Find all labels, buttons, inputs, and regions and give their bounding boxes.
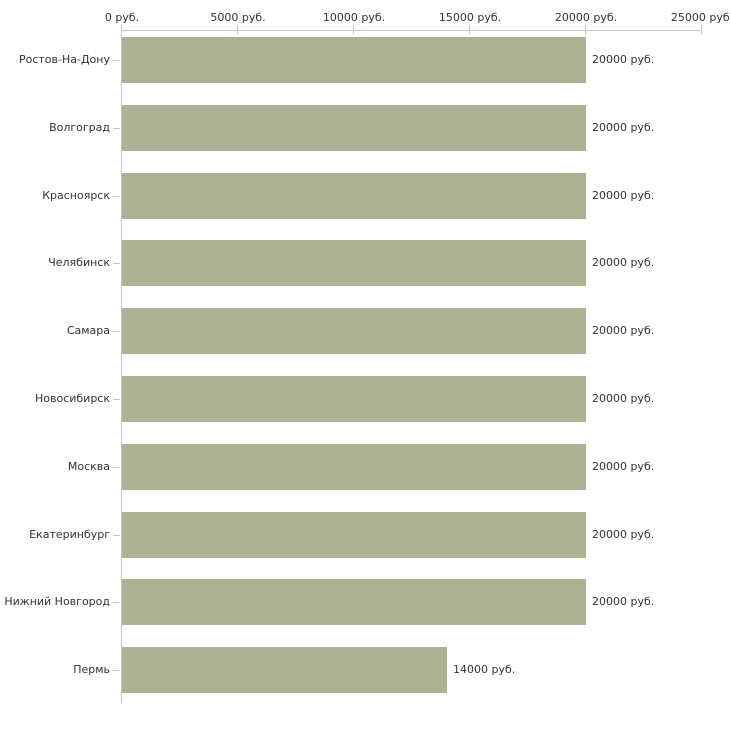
- bar-value-label: 14000 руб.: [453, 663, 516, 677]
- y-axis-label: Челябинск: [48, 256, 110, 270]
- bar-value-label: 20000 руб.: [592, 53, 655, 66]
- bar-value-label: 20000 руб.: [592, 595, 655, 609]
- bar-value-label: 20000 руб.: [592, 459, 655, 473]
- x-tick-label: 5000 руб.: [210, 11, 266, 24]
- bar: [122, 240, 586, 286]
- bar: [122, 579, 586, 625]
- bar: [122, 647, 447, 693]
- y-axis-label: Пермь: [73, 663, 110, 677]
- bar: [122, 512, 586, 558]
- y-tick-mark: [113, 399, 120, 400]
- x-tick-label: 10000 руб.: [322, 11, 386, 24]
- y-tick-mark: [113, 128, 120, 129]
- x-tick-label: 20000 руб.: [554, 11, 618, 24]
- x-tick-mark: [237, 25, 238, 34]
- y-axis-label: Москва: [67, 459, 110, 473]
- bar-value-label: 20000 руб.: [592, 392, 655, 405]
- bar: [122, 376, 586, 422]
- x-tick-label: 25000 руб.: [670, 11, 730, 24]
- y-tick-mark: [113, 60, 120, 61]
- y-tick-mark: [113, 670, 120, 671]
- x-tick-label: 15000 руб.: [438, 11, 502, 24]
- bar-value-label: 20000 руб.: [592, 120, 655, 134]
- x-tick-mark: [469, 25, 470, 34]
- y-axis-label: Самара: [66, 324, 110, 338]
- y-axis-label: Красноярск: [42, 188, 110, 202]
- x-tick-label: 0 руб.: [104, 11, 140, 24]
- bar: [122, 308, 586, 354]
- x-tick-mark: [353, 25, 354, 34]
- bar-value-label: 20000 руб.: [592, 188, 655, 202]
- bar-value-label: 20000 руб.: [592, 527, 655, 541]
- y-tick-mark: [113, 196, 120, 197]
- y-tick-mark: [113, 602, 120, 603]
- y-tick-mark: [113, 535, 120, 536]
- y-axis-label: Новосибирск: [34, 392, 110, 405]
- bar-value-label: 20000 руб.: [592, 324, 655, 338]
- y-axis-label: Волгоград: [49, 120, 110, 134]
- x-tick-mark: [585, 25, 586, 34]
- bar: [122, 444, 586, 490]
- y-axis-label: Ростов-На-Дону: [18, 53, 110, 66]
- y-axis-label: Нижний Новгород: [4, 595, 110, 609]
- y-tick-mark: [113, 331, 120, 332]
- bar: [122, 105, 586, 151]
- bar: [122, 37, 586, 83]
- x-tick-mark: [701, 25, 702, 34]
- y-tick-mark: [113, 467, 120, 468]
- y-axis-label: Екатеринбург: [29, 527, 110, 541]
- x-axis-line: [121, 30, 702, 31]
- bar: [122, 173, 586, 219]
- y-tick-mark: [113, 263, 120, 264]
- x-tick-mark: [121, 25, 122, 34]
- bar-value-label: 20000 руб.: [592, 256, 655, 270]
- y-axis-line: [121, 30, 122, 703]
